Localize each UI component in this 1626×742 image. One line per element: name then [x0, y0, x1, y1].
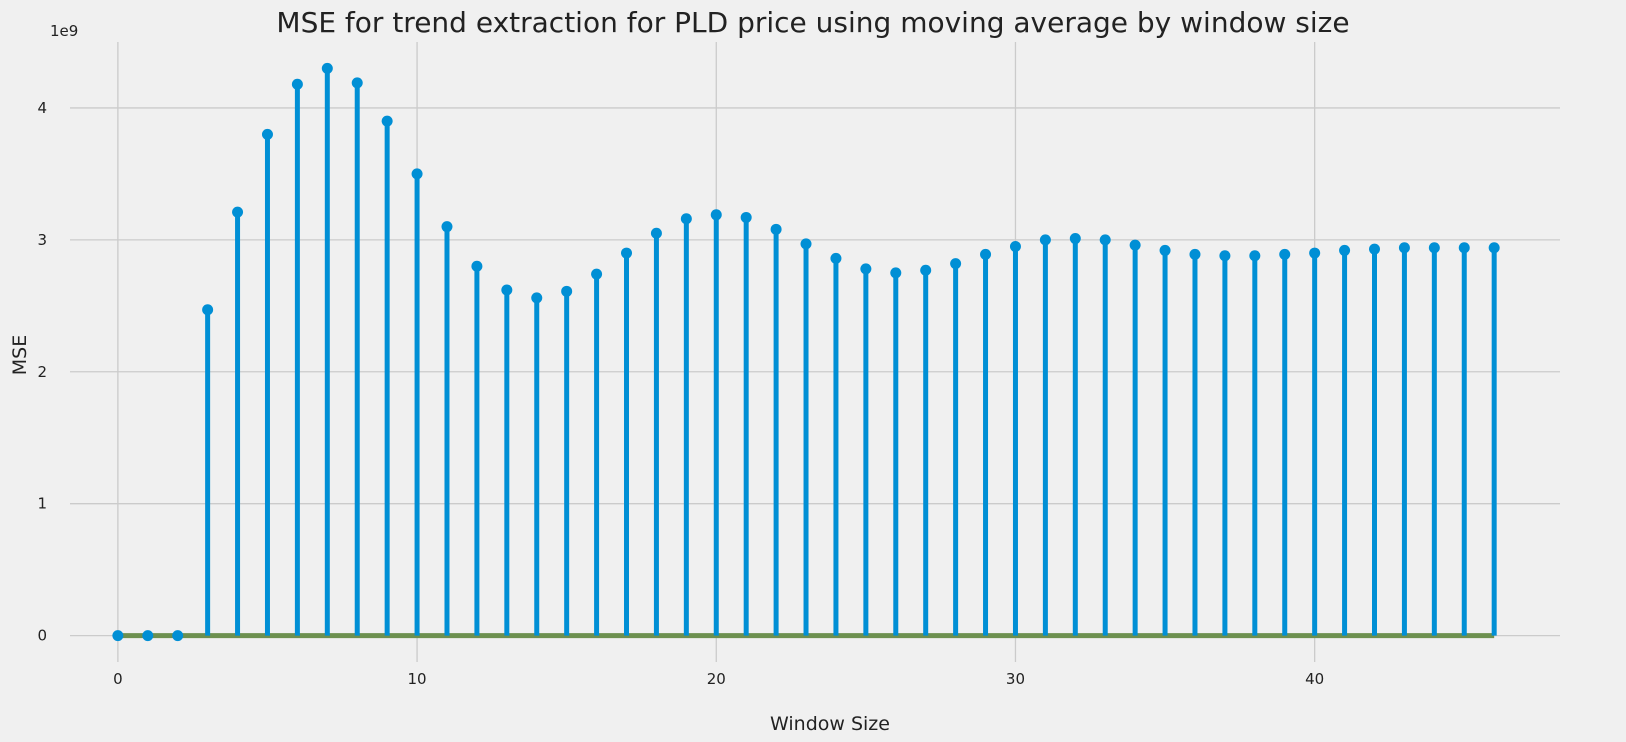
stem-marker [531, 292, 543, 304]
x-tick-labels: 0 10 20 30 40 [113, 670, 1324, 688]
stem-marker [1368, 243, 1380, 255]
y-tick-label: 2 [37, 363, 47, 381]
stem-marker [920, 264, 932, 276]
chart-title: MSE for trend extraction for PLD price u… [276, 6, 1349, 39]
grid-lines [70, 42, 1560, 662]
stem-marker [561, 285, 573, 297]
stem-marker [351, 77, 363, 89]
x-axis-label: Window Size [770, 713, 890, 735]
y-tick-label: 1 [37, 495, 47, 513]
stem-marker [501, 284, 513, 296]
y-tick-label: 4 [37, 99, 47, 117]
stem-marker [1039, 234, 1051, 246]
stem-marker [291, 78, 303, 90]
stem-marker [1249, 250, 1261, 262]
stem-marker [1219, 250, 1231, 262]
stem-marker [650, 227, 662, 239]
stem-marker [1279, 248, 1291, 260]
x-tick-label: 0 [113, 670, 123, 688]
stem-marker [202, 304, 214, 316]
stem-marker [261, 128, 273, 140]
stems-layer [205, 68, 1497, 636]
stem-marker [1488, 242, 1500, 254]
stem-marker [1428, 242, 1440, 254]
y-offset-label: 1e9 [50, 22, 78, 40]
y-tick-label: 0 [37, 627, 47, 645]
y-tick-labels: 0 1 2 3 4 [37, 99, 47, 645]
x-tick-label: 30 [1006, 670, 1025, 688]
stem-marker [1398, 242, 1410, 254]
stem-marker [471, 260, 483, 272]
stem-marker [621, 247, 633, 259]
stem-marker [1339, 244, 1351, 256]
stem-marker [1099, 234, 1111, 246]
stem-marker [950, 258, 962, 270]
stem-marker [321, 62, 333, 74]
stem-marker [800, 238, 812, 250]
y-axis-label: MSE [9, 335, 31, 375]
x-tick-label: 40 [1305, 670, 1324, 688]
markers-layer [112, 62, 1500, 642]
stem-marker [411, 168, 423, 180]
stem-marker [1129, 239, 1141, 251]
stem-marker [441, 221, 453, 233]
stem-marker [142, 630, 154, 642]
stem-marker [1009, 240, 1021, 252]
stem-marker [710, 209, 722, 221]
x-tick-label: 20 [707, 670, 726, 688]
stem-marker [1458, 242, 1470, 254]
stem-marker [770, 223, 782, 235]
stem-marker [591, 268, 603, 280]
stem-marker [1069, 233, 1081, 245]
stem-marker [980, 248, 992, 260]
stem-marker [680, 213, 692, 225]
x-tick-label: 10 [408, 670, 427, 688]
stem-marker [1159, 244, 1171, 256]
stem-marker [860, 263, 872, 275]
stem-marker [1309, 247, 1321, 259]
stem-marker [172, 630, 184, 642]
stem-marker [740, 211, 752, 223]
stem-marker [1189, 248, 1201, 260]
stem-marker [232, 206, 244, 218]
stem-marker [890, 267, 902, 279]
y-tick-label: 3 [37, 231, 47, 249]
stem-marker [112, 630, 124, 642]
stem-marker [830, 252, 842, 264]
stem-marker [381, 115, 393, 127]
